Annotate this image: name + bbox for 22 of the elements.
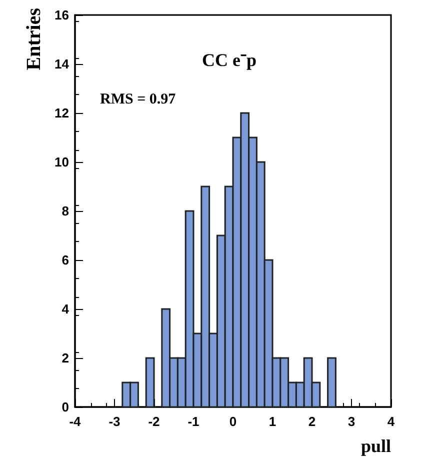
y-tick-label: 8 [62, 204, 69, 218]
x-tick-label: -2 [148, 414, 160, 429]
y-tick-label: 6 [62, 252, 69, 268]
y-tick-label: 2 [62, 350, 69, 366]
x-tick-label: 0 [229, 414, 237, 429]
y-tick-label: 4 [62, 302, 70, 316]
text: CC e⁻p [202, 50, 256, 70]
x-tick-label: 1 [268, 414, 276, 429]
annotation: RMS = 0.97 [100, 92, 176, 108]
x-tick-label: -4 [69, 414, 82, 429]
x-tick-label: 4 [387, 414, 396, 429]
y-tick-label: 16 [54, 8, 69, 22]
x-tick-label: 2 [308, 414, 316, 429]
x-tick-label: -3 [108, 414, 120, 429]
x-tick-label: -1 [188, 414, 200, 429]
y-tick-label: 12 [54, 106, 69, 120]
y-tick-label: 14 [54, 56, 70, 72]
y-axis-title: Entries [23, 8, 45, 70]
y-tick-label: 0 [62, 400, 69, 414]
y-tick-label: 10 [54, 154, 69, 170]
x-axis-title: pull [360, 436, 391, 456]
x-tick-label: 3 [348, 414, 356, 429]
